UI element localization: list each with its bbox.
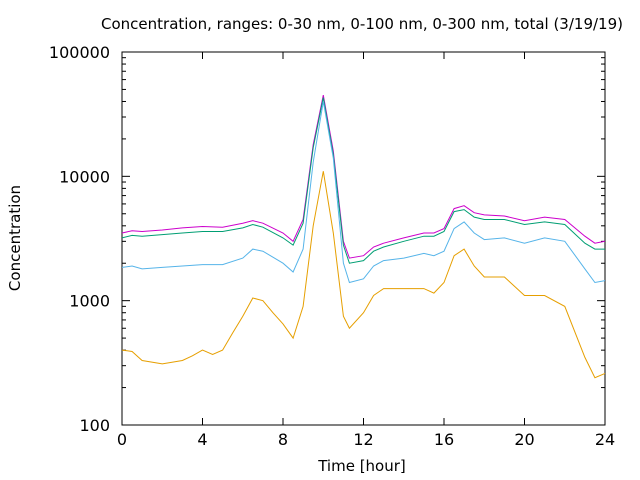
series-line-2 <box>121 97 605 264</box>
series-line-1 <box>121 95 606 259</box>
y-tick-label: 100000 <box>49 43 110 62</box>
x-tick-label: 12 <box>353 430 373 449</box>
chart-title: Concentration, ranges: 0-30 nm, 0-100 nm… <box>101 15 623 33</box>
x-axis-title: Time [hour] <box>317 457 406 475</box>
x-tick-label: 16 <box>434 430 454 449</box>
x-tick-label: 24 <box>595 430 615 449</box>
series-line-3 <box>121 101 606 284</box>
x-tick-label: 20 <box>514 430 534 449</box>
y-axis-title: Concentration <box>6 185 24 291</box>
series-lines <box>121 95 606 379</box>
y-tick-label: 1000 <box>69 292 110 311</box>
x-tick-label: 4 <box>197 430 207 449</box>
x-tick-label: 8 <box>278 430 288 449</box>
x-tick-label: 0 <box>117 430 127 449</box>
y-tick-label: 100 <box>79 416 110 435</box>
series-line-4 <box>121 171 606 379</box>
x-axis-ticks: 0 4 8 12 16 20 24 <box>117 52 615 449</box>
y-axis-ticks: 100 1000 10000 100000 <box>49 43 605 435</box>
y-tick-label: 10000 <box>59 167 110 186</box>
